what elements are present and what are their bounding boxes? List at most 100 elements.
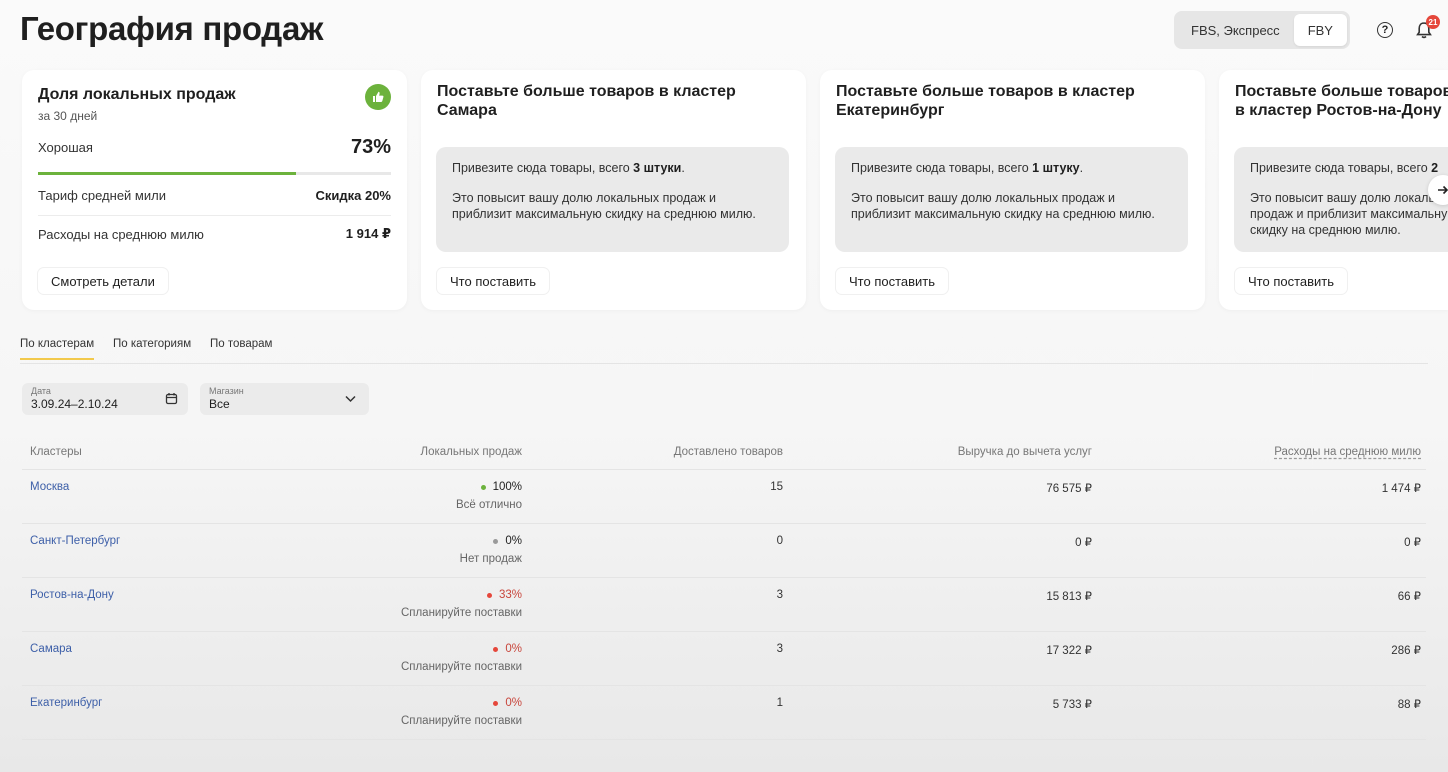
notification-badge: 21 xyxy=(1426,15,1440,29)
local-sales-status: Спланируйте поставки xyxy=(400,715,522,727)
local-share-progress xyxy=(38,172,391,175)
delivered-count: 0 xyxy=(776,535,783,547)
local-sales-status: Спланируйте поставки xyxy=(400,661,522,673)
arrow-right-icon xyxy=(1438,185,1448,195)
status-dot xyxy=(480,484,486,490)
local-sales-percent: 0% xyxy=(493,643,522,655)
local-sales-percent: 0% xyxy=(493,697,522,709)
local-share-progress-fill xyxy=(38,172,296,175)
middle-mile-expenses-value: 1 474 ₽ xyxy=(1381,483,1421,495)
col-clusters: Кластеры xyxy=(30,446,82,458)
clusters-table: Кластеры Локальных продаж Доставлено тов… xyxy=(22,436,1426,740)
middle-mile-expenses-value: 88 ₽ xyxy=(1397,699,1421,711)
col-revenue: Выручка до вычета услуг xyxy=(957,446,1092,458)
cluster-card-title: Поставьте больше товаров в кластер Росто… xyxy=(1235,83,1448,119)
status-dot xyxy=(493,700,499,706)
cluster-card-rostov: Поставьте больше товаров в кластер Росто… xyxy=(1219,70,1448,310)
local-sales-percent: 0% xyxy=(493,535,522,547)
local-share-percent: 73% xyxy=(350,136,391,158)
cluster-link[interactable]: Санкт-Петербург xyxy=(30,535,121,547)
local-sales-value: 100% xyxy=(492,481,522,493)
divider xyxy=(38,215,391,216)
scheme-option-fbs[interactable]: FBS, Экспресс xyxy=(1191,22,1280,38)
cluster-card-qty: 3 штуки xyxy=(633,161,682,175)
table-header: Кластеры Локальных продаж Доставлено тов… xyxy=(22,436,1426,470)
scheme-option-fby[interactable]: FBY xyxy=(1293,14,1347,46)
thumbs-up-icon xyxy=(365,84,391,110)
col-middle-mile-expenses[interactable]: Расходы на среднюю милю xyxy=(1274,446,1421,458)
col-delivered: Доставлено товаров xyxy=(673,446,783,458)
tab-products[interactable]: По товарам xyxy=(210,338,273,350)
page-title: География продаж xyxy=(20,10,324,47)
local-share-card: Доля локальных продаж за 30 дней Хорошая… xyxy=(22,70,407,310)
table-row: Санкт-Петербург 0% Нет продаж 0 0 ₽ 0 ₽ xyxy=(22,524,1426,578)
revenue-value: 0 ₽ xyxy=(1075,537,1092,549)
what-to-supply-button[interactable]: Что поставить xyxy=(1235,268,1348,294)
cluster-card-hint: Привезите сюда товары, всего 2 Это повыс… xyxy=(1234,147,1448,252)
rating-label: Хорошая xyxy=(38,140,93,155)
local-sales-percent: 33% xyxy=(486,589,522,601)
delivered-count: 3 xyxy=(776,589,783,601)
what-to-supply-button[interactable]: Что поставить xyxy=(437,268,550,294)
local-share-title: Доля локальных продаж xyxy=(38,86,236,103)
tariff-value: Скидка 20% xyxy=(315,188,391,203)
cluster-card-hint: Привезите сюда товары, всего 3 штуки. Эт… xyxy=(436,147,789,252)
local-share-period: за 30 дней xyxy=(38,109,98,123)
table-row: Ростов-на-Дону 33% Спланируйте поставки … xyxy=(22,578,1426,632)
revenue-value: 5 733 ₽ xyxy=(1052,699,1092,711)
cluster-card-note: Это повысит вашу долю локальных продаж и… xyxy=(452,191,756,221)
date-filter-value: 3.09.24–2.10.24 xyxy=(31,397,118,411)
cluster-card-note: Это повысит вашу долю локальных продаж и… xyxy=(851,191,1155,221)
cluster-card-note: Это повысит вашу долю локальных продаж и… xyxy=(1250,191,1448,237)
what-to-supply-button[interactable]: Что поставить xyxy=(836,268,949,294)
carousel-next-button[interactable] xyxy=(1428,175,1448,205)
local-sales-percent: 100% xyxy=(480,481,522,493)
store-filter[interactable]: Магазин Все xyxy=(200,383,369,415)
local-sales-value: 0% xyxy=(505,643,522,655)
table-row: Самара 0% Спланируйте поставки 3 17 322 … xyxy=(22,632,1426,686)
view-details-button[interactable]: Смотреть детали xyxy=(38,268,168,294)
tab-clusters[interactable]: По кластерам xyxy=(20,338,95,360)
cluster-link[interactable]: Ростов-на-Дону xyxy=(30,589,114,601)
middle-mile-expenses-value: 286 ₽ xyxy=(1391,645,1421,657)
expenses-label: Расходы на среднюю милю xyxy=(38,226,204,242)
cluster-card-qty: 1 штуку xyxy=(1032,161,1080,175)
middle-mile-expenses-value: 66 ₽ xyxy=(1397,591,1421,603)
view-tabs: По кластерам По категориям По товарам xyxy=(20,338,1428,364)
table-row: Екатеринбург 0% Спланируйте поставки 1 5… xyxy=(22,686,1426,740)
col-local-sales: Локальных продаж xyxy=(420,446,522,458)
table-row: Москва 100% Всё отлично 15 76 575 ₽ 1 47… xyxy=(22,470,1426,524)
cluster-link[interactable]: Екатеринбург xyxy=(30,697,103,709)
store-filter-value: Все xyxy=(209,397,230,411)
cluster-card-title: Поставьте больше товаров в кластер Екате… xyxy=(836,83,1135,119)
calendar-icon xyxy=(165,393,178,405)
cluster-link[interactable]: Самара xyxy=(30,643,72,655)
tariff-label: Тариф средней мили xyxy=(38,188,166,203)
delivered-count: 1 xyxy=(776,697,783,709)
scheme-toggle: FBS, Экспресс FBY xyxy=(1174,11,1350,49)
local-sales-status: Нет продаж xyxy=(459,553,522,565)
local-sales-value: 0% xyxy=(505,535,522,547)
date-filter-label: Дата xyxy=(31,386,51,396)
cluster-card-title: Поставьте больше товаров в кластер Самар… xyxy=(437,83,736,119)
store-filter-label: Магазин xyxy=(209,386,244,396)
status-dot xyxy=(486,592,492,598)
help-icon[interactable]: ? xyxy=(1377,22,1393,38)
local-sales-status: Спланируйте поставки xyxy=(400,607,522,619)
status-dot xyxy=(493,646,499,652)
revenue-value: 76 575 ₽ xyxy=(1046,483,1092,495)
cluster-card-hint: Привезите сюда товары, всего 1 штуку. Эт… xyxy=(835,147,1188,252)
delivered-count: 3 xyxy=(776,643,783,655)
status-dot xyxy=(493,538,499,544)
middle-mile-expenses-value: 0 ₽ xyxy=(1404,537,1421,549)
cluster-link[interactable]: Москва xyxy=(30,481,70,493)
local-sales-status: Всё отлично xyxy=(455,499,522,511)
date-filter[interactable]: Дата 3.09.24–2.10.24 xyxy=(22,383,188,415)
cluster-card-qty: 2 xyxy=(1431,161,1439,175)
cluster-card-ekaterinburg: Поставьте больше товаров в кластер Екате… xyxy=(820,70,1205,310)
cluster-card-samara: Поставьте больше товаров в кластер Самар… xyxy=(421,70,806,310)
revenue-value: 15 813 ₽ xyxy=(1046,591,1092,603)
expenses-value: 1 914 ₽ xyxy=(345,226,391,241)
revenue-value: 17 322 ₽ xyxy=(1046,645,1092,657)
tab-categories[interactable]: По категориям xyxy=(113,338,192,350)
